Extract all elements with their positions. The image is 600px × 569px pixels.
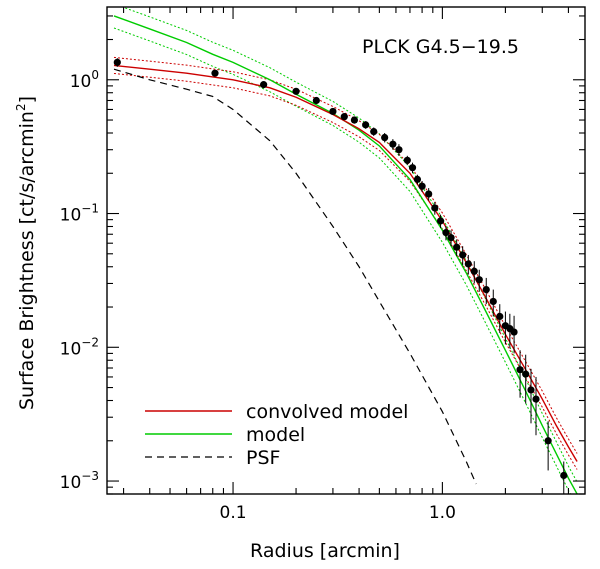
data-point bbox=[532, 395, 540, 403]
data-point bbox=[436, 217, 445, 225]
plot-frame bbox=[106, 6, 586, 495]
data-point bbox=[403, 156, 411, 164]
data-point bbox=[292, 87, 300, 95]
x-tick-label: 1.0 bbox=[429, 503, 456, 523]
data-point bbox=[544, 437, 552, 445]
x-tick-label: 0.1 bbox=[220, 503, 247, 523]
model-lower-band bbox=[113, 27, 572, 494]
cluster-name-annotation: PLCK G4.5−19.5 bbox=[362, 36, 519, 58]
data-point bbox=[418, 182, 426, 190]
data-point bbox=[350, 116, 359, 124]
y-axis-title-sup: 2 bbox=[14, 103, 28, 111]
data-point bbox=[470, 267, 478, 275]
data-point bbox=[447, 234, 455, 242]
data-point bbox=[260, 81, 268, 89]
data-point bbox=[389, 140, 397, 148]
data-point bbox=[329, 107, 337, 116]
data-point bbox=[211, 69, 219, 77]
data-point bbox=[453, 243, 461, 251]
convolved-model-upper-band bbox=[113, 56, 578, 454]
legend-label-psf: PSF bbox=[246, 447, 280, 469]
plot-area bbox=[113, 7, 578, 494]
model-bands bbox=[113, 7, 578, 494]
data-point bbox=[425, 190, 433, 198]
y-tick-label: 10−3 bbox=[60, 469, 99, 493]
data-point bbox=[527, 386, 535, 394]
data-point bbox=[362, 121, 370, 129]
data-point bbox=[464, 260, 472, 268]
data-point bbox=[113, 58, 121, 66]
data-point bbox=[510, 328, 518, 336]
y-tick-label: 10−2 bbox=[60, 335, 99, 359]
y-tick-label: 10−1 bbox=[60, 202, 99, 226]
data-point bbox=[340, 113, 348, 121]
data-point bbox=[489, 297, 497, 306]
data-point bbox=[496, 312, 504, 321]
legend-label-convolved-model: convolved model bbox=[246, 401, 408, 423]
legend: convolved model model PSF bbox=[145, 401, 408, 469]
x-axis-title: Radius [arcmin] bbox=[250, 540, 400, 562]
data-point bbox=[381, 133, 389, 142]
data-point bbox=[516, 366, 524, 374]
data-point bbox=[482, 285, 490, 294]
data-point bbox=[560, 471, 568, 480]
data-point bbox=[431, 204, 439, 212]
convolved-model-line bbox=[113, 64, 578, 462]
data-point bbox=[475, 276, 483, 284]
data-point bbox=[408, 164, 417, 172]
convolved-model-lower-band bbox=[113, 72, 578, 470]
model-upper-band bbox=[121, 7, 578, 483]
legend-label-model: model bbox=[246, 424, 305, 446]
y-axis-title-end: ] bbox=[16, 96, 38, 103]
data-point bbox=[442, 229, 450, 237]
data-point bbox=[312, 96, 320, 105]
data-point bbox=[413, 175, 422, 183]
model-line bbox=[113, 15, 578, 494]
data-points bbox=[113, 58, 568, 494]
data-point bbox=[522, 370, 530, 378]
data-point bbox=[459, 251, 467, 259]
axis-ticks: 0.1 1.0 10−3 10−2 10−1 100 bbox=[60, 7, 585, 523]
y-axis-title-main: Surface Brightness [ct/s/arcmin bbox=[16, 111, 38, 410]
psf-line bbox=[113, 68, 477, 485]
data-point bbox=[370, 127, 378, 136]
model-lines bbox=[113, 15, 578, 494]
y-tick-label: 100 bbox=[70, 68, 99, 92]
data-point bbox=[395, 146, 403, 154]
y-axis-title: Surface Brightness [ct/s/arcmin2] bbox=[14, 96, 38, 410]
